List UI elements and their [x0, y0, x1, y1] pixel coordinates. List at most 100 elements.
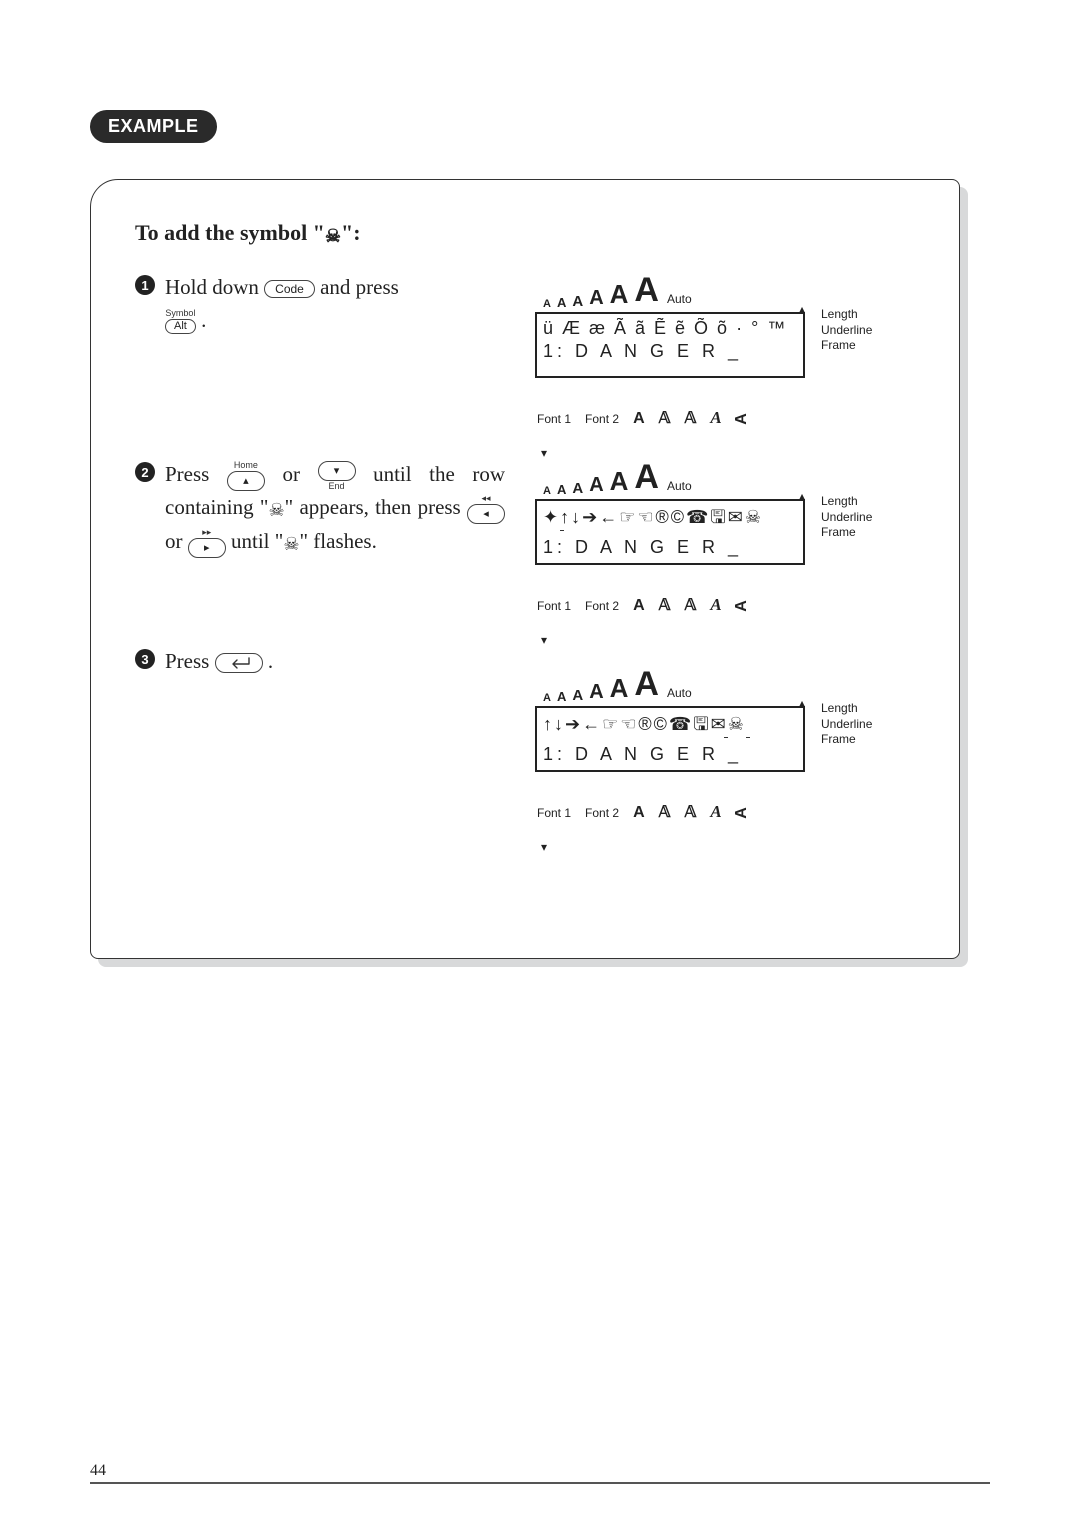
page-footer: 44	[90, 1462, 990, 1484]
lcd1-row2: 1: D A N G E R _	[543, 341, 797, 362]
example-title: To add the symbol "☠":	[135, 220, 925, 247]
step-3-text: Press .	[165, 645, 273, 678]
lcd3-style-A3: 𝔸	[684, 802, 696, 822]
lcd1-font1: Font 1	[537, 412, 571, 426]
lcd3-frame: Frame	[821, 732, 872, 748]
lcd2-style-A2: 𝔸	[659, 595, 671, 615]
alt-key: Alt	[165, 319, 196, 334]
lcd3-sym-0: ↑	[543, 714, 554, 734]
lcd1-auto: Auto	[667, 292, 692, 310]
lcd2-row2: 1: D A N G E R _	[543, 537, 797, 558]
lcd1-style-vert: A	[732, 413, 750, 425]
s2-appears: " appears, then press	[285, 495, 467, 519]
title-symbol-icon: ☠	[325, 226, 341, 247]
lcd3-style-A2: 𝔸	[659, 802, 671, 822]
page-number: 44	[90, 1462, 106, 1479]
lcd2-sym-3: ➔	[582, 507, 599, 527]
end-key-label: End	[329, 482, 345, 491]
lcd2-row1: ✦↑↓➔←☞☜®©☎🖫✉☠	[543, 505, 797, 535]
lcd2-sym-8: ©	[671, 507, 686, 527]
lcd2-auto: Auto	[667, 479, 692, 497]
lcd3-style-A1: A	[633, 804, 645, 822]
lcd2-sym-2: ↓	[571, 507, 582, 527]
s2-press: Press	[165, 462, 227, 486]
lcd-3: A A A A A A Auto ▴ ↑↓➔←☞☜®©☎🖫✉☠	[535, 665, 805, 822]
title-text-prefix: To add the symbol "	[135, 220, 325, 245]
s1-period: .	[201, 308, 206, 332]
lcd2-frame: Frame	[821, 525, 872, 541]
s1-and-press: and press	[320, 275, 399, 299]
lcd1-length: Length	[821, 307, 872, 323]
step-1-number-icon: 1	[135, 275, 155, 295]
step-2-number-icon: 2	[135, 462, 155, 482]
lcd-1: A A A A A A Auto ▴ ü Æ æ Ã ã Ẽ ẽ Õ õ · °…	[535, 271, 805, 428]
lcd2-sym-11: ✉	[728, 507, 745, 527]
lcd3-length: Length	[821, 701, 872, 717]
lcd2-font1: Font 1	[537, 599, 571, 613]
lcd2-flash-first-icon: ✦	[543, 507, 560, 528]
lcd2-length: Length	[821, 494, 872, 510]
lcd3-font1: Font 1	[537, 806, 571, 820]
step-2-text: Press Home ▴ or ▾ End until the row cont…	[165, 458, 505, 559]
right-arrow-key: ▸	[188, 538, 226, 558]
lcd2-sym-12: ☠	[745, 507, 763, 527]
return-arrow-icon	[225, 656, 253, 670]
title-text-suffix: ":	[341, 220, 361, 245]
lcd3-style-A4: A	[710, 802, 721, 822]
s2-flashes: " flashes.	[299, 529, 376, 553]
lcd2-sym-6: ☜	[637, 507, 655, 527]
lcd3-down-arrow-icon: ▾	[541, 840, 547, 854]
s2-or2: or	[165, 529, 188, 553]
lcd2-style-A4: A	[710, 595, 721, 615]
lcd2-style-vert: A	[732, 600, 750, 612]
lcd2-style-A1: A	[633, 597, 645, 615]
lcd3-sym-2: ➔	[565, 714, 582, 734]
lcd3-sym-8: ☎	[669, 714, 693, 734]
lcd3-auto: Auto	[667, 686, 692, 704]
lcd3-sym-6: ®	[638, 714, 653, 734]
lcd3-row2: 1: D A N G E R _	[543, 744, 797, 765]
lcd2-style-A3: 𝔸	[684, 595, 696, 615]
lcd1-frame: Frame	[821, 338, 872, 354]
lcd1-underline: Underline	[821, 323, 872, 339]
lcd1-style-A3: 𝔸	[684, 408, 696, 428]
example-panel: To add the symbol "☠": 1 Hold down Code …	[90, 179, 960, 959]
example-badge: EXAMPLE	[90, 110, 217, 143]
symbol-key-label: Symbol	[165, 309, 195, 318]
code-key: Code	[264, 280, 315, 298]
lcd3-style-vert: A	[732, 807, 750, 819]
lcd1-style-A1: A	[633, 410, 645, 428]
lcd2-sym-9: ☎	[686, 507, 710, 527]
lcd-2: A A A A A A Auto ▴ ✦↑↓➔←☞☜®©☎🖫✉☠	[535, 458, 805, 615]
s2-until: until "	[231, 529, 283, 553]
ff-key-sup-icon: ▸▸	[202, 528, 211, 537]
step-1-text: Hold down Code and press Symbol Alt .	[165, 271, 399, 336]
lcd3-sym-9: 🖫	[693, 714, 710, 734]
lcd3-sym-5: ☜	[620, 714, 638, 734]
s2-symbol-icon-2: ☠	[283, 531, 299, 559]
lcd1-font2: Font 2	[585, 412, 619, 426]
lcd1-style-A2: 𝔸	[659, 408, 671, 428]
s2-symbol-icon-1: ☠	[269, 497, 285, 525]
s3-press: Press	[165, 649, 215, 673]
lcd2-down-arrow-icon: ▾	[541, 633, 547, 647]
rew-key-sup-icon: ◂◂	[481, 494, 490, 503]
up-arrow-key: ▴	[227, 471, 265, 491]
lcd1-up-arrow-icon: ▴	[799, 302, 805, 316]
lcd2-up-arrow-icon: ▴	[799, 489, 805, 503]
step-3-number-icon: 3	[135, 649, 155, 669]
lcd2-font2: Font 2	[585, 599, 619, 613]
lcd3-sym-3: ←	[582, 714, 602, 734]
s2-or1: or	[282, 462, 317, 486]
lcd2-sym-10: 🖫	[710, 507, 727, 527]
step-3: 3 Press . A	[135, 645, 925, 822]
lcd1-row1: ü Æ æ Ã ã Ẽ ẽ Õ õ · ° ™	[543, 318, 797, 339]
step-2: 2 Press Home ▴ or ▾ End	[135, 458, 925, 615]
lcd3-flash-last-icon: ☠	[728, 714, 746, 735]
step-1: 1 Hold down Code and press Symbol Alt .	[135, 271, 925, 428]
lcd3-underline: Underline	[821, 717, 872, 733]
home-key-label: Home	[234, 461, 258, 470]
lcd3-sym-1: ↓	[554, 714, 565, 734]
lcd3-sym-7: ©	[654, 714, 669, 734]
s1-hold-down: Hold down	[165, 275, 264, 299]
